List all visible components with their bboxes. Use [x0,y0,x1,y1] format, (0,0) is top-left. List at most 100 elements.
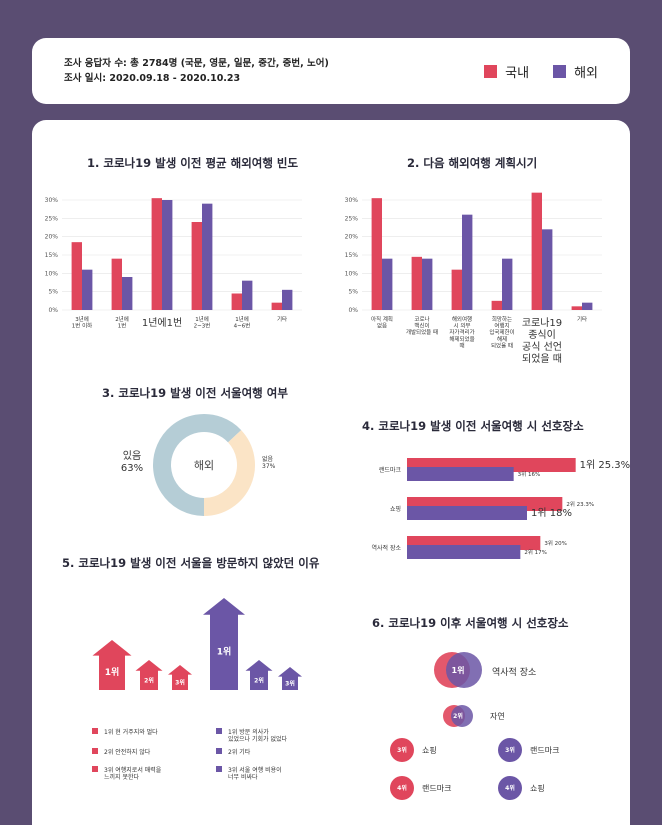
chart4-value-label: 1위 18% [531,506,572,519]
future-overseas-rank: 3위 [505,746,515,754]
chart4-title: 4. 코로나19 발생 이전 서울여행 시 선호장소 [362,419,584,433]
future-domestic-rank: 4위 [397,784,407,792]
chart4-category-label: 랜드마크 [379,466,402,474]
charts-panel: 1. 코로나19 발생 이전 평균 해외여행 빈도 2. 다음 해외여행 계획시… [32,120,630,825]
chart4-value-label: 3위 20% [544,539,567,547]
chart4-category-label: 쇼핑 [390,505,401,513]
future-top2-rank: 2위 [453,712,463,720]
legend-domestic: 국내 [484,62,529,81]
chart2-bar-domestic [531,192,542,310]
reason-arrow-domestic-3-rank: 3위 [175,678,185,686]
chart4-bar-overseas [407,545,521,559]
chart2-bar-overseas [462,214,473,310]
charts-canvas: 0% 5% 10% 15% 20% 25% 30% 3년에 1번 이하 2년에 1번 1년에1번 1년에… [45,192,630,800]
reason-overseas-bullet [216,766,222,772]
chart4-value-label: 3위 16% [518,470,541,478]
chart2-ytick: 25% [345,215,359,222]
reason-arrow-domestic-1-rank: 1위 [105,666,120,678]
chart3-title: 3. 코로나19 발생 이전 서울여행 여부 [102,386,288,400]
chart2-ytick: 15% [345,252,359,259]
chart4-value-label: 2위 23.3% [566,500,594,508]
future-top2-overseas-circle [451,705,473,727]
future-domestic-label: 쇼핑 [422,745,437,755]
chart5-title: 5. 코로나19 발생 이전 서울을 방문하지 않았던 이유 [62,556,320,570]
reason-arrow-domestic-1 [92,640,132,690]
reason-domestic-item: 2위 안전하지 않다 [104,748,151,756]
future-overseas-rank: 4위 [505,784,515,792]
chart2-bar-domestic [571,306,582,310]
future-overseas-circle [498,776,522,800]
future-overseas-label: 쇼핑 [530,783,545,793]
chart2-bar-domestic [451,269,462,310]
reason-overseas-item: 1위 방문 의사가 있었으나 기회가 없었다 [228,728,287,743]
reason-overseas-item: 3위 서울 여행 비용이 너무 비싸다 [228,766,282,781]
reason-arrow-overseas-3-rank: 3위 [285,679,295,687]
reason-domestic-item: 3위 여행지로서 매력을 느끼지 못한다 [104,766,162,781]
chart1-ytick: 5% [48,289,58,296]
respondents-text: 조사 응답자 수: 총 2784명 (국문, 영문, 일문, 중간, 중번, 노… [64,58,329,69]
chart4-value-label: 1위 25.3% [580,458,630,471]
chart1-bar-overseas [282,289,293,310]
reason-arrow-domestic-2-rank: 2위 [144,676,154,684]
reason-arrow-overseas-3 [278,667,302,690]
chart2-bar-domestic [411,256,422,310]
reason-arrow-domestic-2 [135,660,163,690]
chart2-bar-overseas [542,229,553,310]
chart1-bar-overseas [82,269,93,310]
future-overseas-label: 랜드마크 [530,745,559,755]
chart6-title: 6. 코로나19 이후 서울여행 시 선호장소 [372,616,569,630]
legend-domestic-swatch [484,65,498,78]
chart2-title: 2. 다음 해외여행 계획시기 [407,156,538,170]
chart3-yes-label: 있음 63% [121,450,143,474]
legend-overseas-label: 해외 [574,66,598,81]
chart1-ytick: 20% [45,234,59,241]
chart2-ytick: 30% [345,197,359,204]
reason-domestic-bullet [92,766,98,772]
reason-arrow-overseas-2-rank: 2위 [254,676,264,684]
chart1-xtick: 1년에 2~3번 [194,315,211,330]
chart1-ytick: 10% [45,270,59,277]
future-top1-rank: 1위 [452,665,465,675]
reason-overseas-item: 2위 기타 [228,748,251,756]
chart4-bar-overseas [407,506,527,520]
legend: 국내 해외 [460,62,598,81]
chart1-bar-domestic [71,242,82,310]
chart1-xtick: 1년에1번 [142,317,182,329]
chart1-title: 1. 코로나19 발생 이전 평균 해외여행 빈도 [87,156,299,170]
reason-domestic-bullet [92,748,98,754]
reason-domestic-item: 1위 현 거주지와 멀다 [104,728,158,736]
chart1-bar-overseas [162,200,173,310]
chart2-ytick: 0% [348,307,358,314]
chart1-bar-domestic [111,258,122,310]
chart1-bar-overseas [242,280,253,310]
chart3-slice-no [203,430,255,516]
chart1-bar-domestic [271,302,282,310]
chart2-bar-overseas [382,258,393,310]
legend-overseas-swatch [553,65,567,78]
chart1-bar-domestic [231,293,242,310]
future-domestic-circle [390,738,414,762]
chart1-xtick: 3년에 1번 이하 [72,315,92,330]
chart2-xtick: 기타 [577,315,587,323]
reason-overseas-bullet [216,728,222,734]
chart2-ytick: 5% [348,289,358,296]
chart2-bar-overseas [422,258,433,310]
chart2-bar-overseas [502,258,513,310]
future-top2-label: 자연 [490,712,505,721]
chart2-xtick: 희망하는 여행지 입국제한이 해제 되었을 때 [489,315,514,349]
reason-arrow-overseas-2 [245,660,273,690]
chart2-xtick: 코로나19 종식이 공식 선언 되었을 때 [522,317,562,365]
chart1-ytick: 0% [48,307,58,314]
chart1-ytick: 25% [45,215,59,222]
reason-arrow-overseas-1-rank: 1위 [217,645,232,657]
survey-header: 조사 응답자 수: 총 2784명 (국문, 영문, 일문, 중간, 중번, 노… [32,38,630,104]
chart1-xtick: 기타 [277,315,287,323]
chart2-xtick: 아직 계획 없음 [371,315,393,330]
chart3-center-label: 해외 [194,458,214,472]
chart1-bar-overseas [122,277,133,310]
chart3-no-label: 없음 37% [262,455,276,470]
chart3-slice-yes [153,414,242,516]
chart2-bar-domestic [371,198,382,310]
chart2-xtick: 코로나 백신이 개발되었을 때 [406,315,438,336]
period-text: 조사 일시: 2020.09.18 - 2020.10.23 [64,73,241,84]
